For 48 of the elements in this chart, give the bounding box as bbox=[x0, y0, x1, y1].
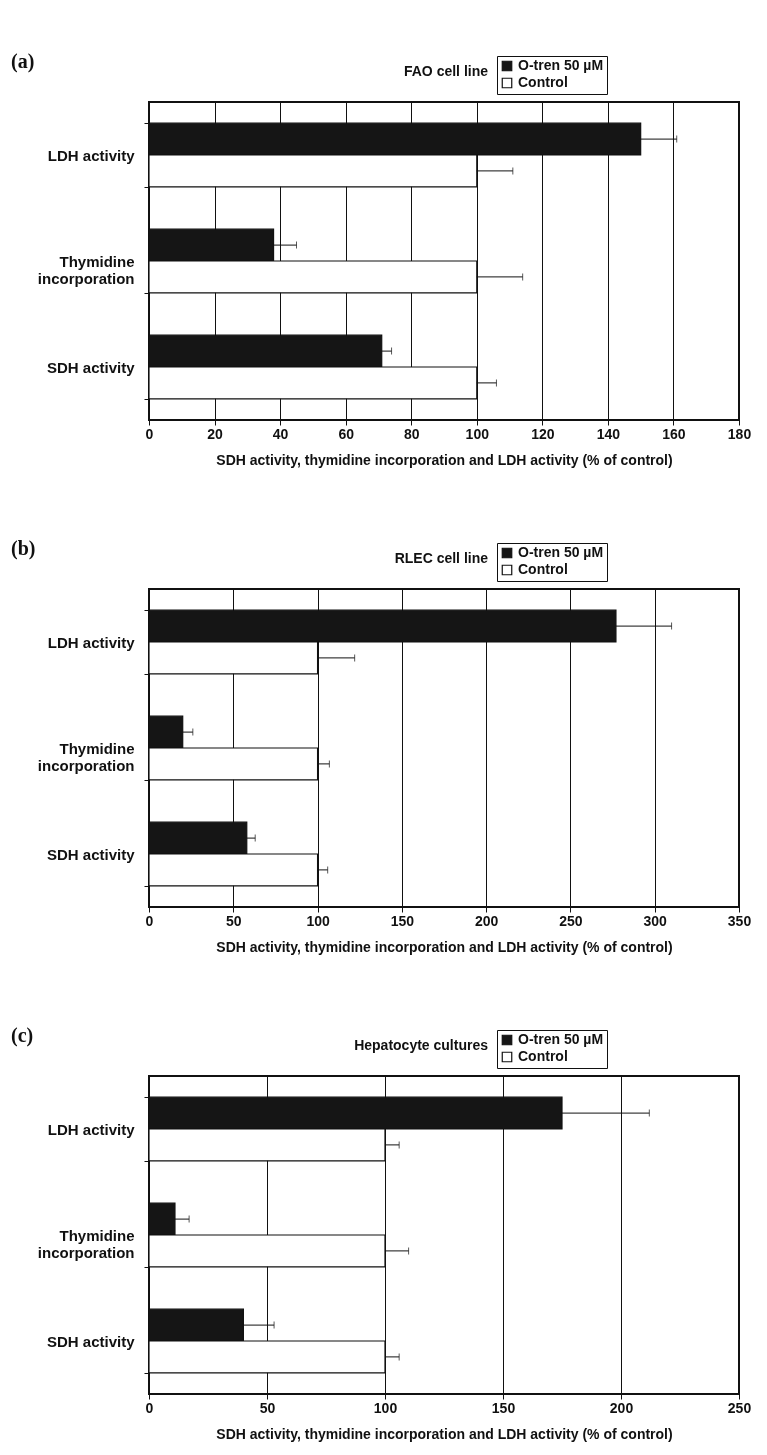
legend-label: Control bbox=[518, 561, 568, 577]
x-tick-label: 40 bbox=[272, 425, 289, 442]
legend-label: O-tren 50 µM bbox=[518, 544, 604, 560]
legend-label: O-tren 50 µM bbox=[518, 1031, 604, 1047]
x-tick-label: 0 bbox=[145, 425, 154, 442]
y-tick-label: SDH activity bbox=[46, 358, 136, 376]
x-tick-label: 60 bbox=[338, 425, 355, 442]
y-tick-label: SDH activity bbox=[46, 1332, 136, 1350]
x-tick-label: 0 bbox=[145, 912, 154, 929]
x-tick-label: 20 bbox=[207, 425, 224, 442]
x-tick-label: 140 bbox=[596, 425, 621, 442]
text: (b) bbox=[11, 537, 36, 560]
chart-title: Hepatocyte cultures bbox=[354, 1037, 489, 1053]
x-tick-label: 250 bbox=[559, 912, 583, 929]
legend-label: O-tren 50 µM bbox=[518, 57, 604, 73]
x-tick-label: 80 bbox=[403, 425, 420, 442]
x-tick-label: 120 bbox=[531, 425, 555, 442]
y-tick-label: LDH activity bbox=[47, 146, 136, 164]
chart-title: FAO cell line bbox=[403, 63, 489, 79]
x-tick-label: 150 bbox=[491, 1399, 516, 1416]
x-axis-title: SDH activity, thymidine incorporation and LDH activity (% of control) bbox=[216, 938, 673, 955]
y-tick-label: LDH activity bbox=[47, 633, 136, 651]
x-tick-label: 150 bbox=[390, 912, 415, 929]
x-tick-label: 250 bbox=[727, 1399, 752, 1416]
x-axis-title: SDH activity, thymidine incorporation and LDH activity (% of control) bbox=[216, 1425, 673, 1442]
x-tick-label: 100 bbox=[306, 912, 330, 929]
x-tick-label: 160 bbox=[662, 425, 686, 442]
chart-title: RLEC cell line bbox=[394, 550, 489, 566]
y-tick-label: Thymidine incorporation bbox=[37, 252, 135, 287]
text: (a) bbox=[11, 50, 35, 73]
legend-label: Control bbox=[518, 74, 568, 90]
y-tick-label: Thymidine incorporation bbox=[37, 1226, 135, 1261]
x-tick-label: 350 bbox=[727, 912, 752, 929]
x-tick-label: 0 bbox=[145, 1399, 154, 1416]
y-tick-label: LDH activity bbox=[47, 1120, 136, 1138]
x-axis-title: SDH activity, thymidine incorporation and LDH activity (% of control) bbox=[216, 451, 673, 468]
x-tick-label: 300 bbox=[643, 912, 668, 929]
x-tick-label: 100 bbox=[465, 425, 490, 442]
x-tick-label: 200 bbox=[609, 1399, 634, 1416]
y-tick-label: SDH activity bbox=[46, 845, 136, 863]
text: (c) bbox=[11, 1024, 34, 1047]
x-tick-label: 100 bbox=[373, 1399, 398, 1416]
x-tick-label: 50 bbox=[226, 912, 242, 929]
x-tick-label: 200 bbox=[474, 912, 499, 929]
x-tick-label: 50 bbox=[259, 1399, 276, 1416]
x-tick-label: 180 bbox=[727, 425, 752, 442]
y-tick-label: Thymidine incorporation bbox=[37, 739, 135, 774]
legend-label: Control bbox=[518, 1048, 568, 1064]
